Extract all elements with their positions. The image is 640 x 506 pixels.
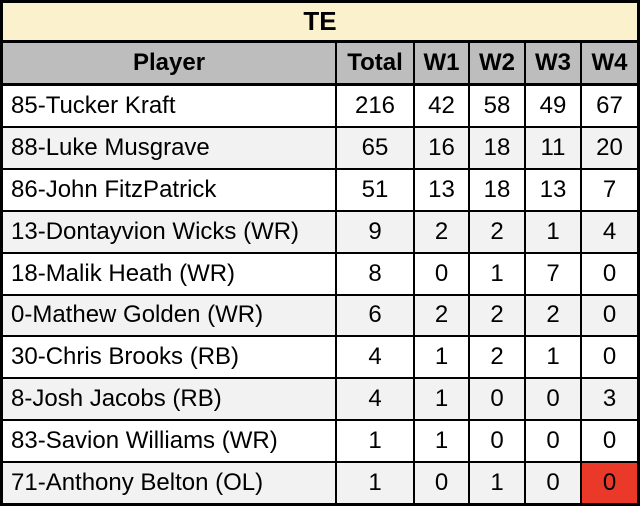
w2-cell: 0 bbox=[468, 421, 524, 462]
w3-cell: 1 bbox=[524, 337, 580, 378]
column-header-w2: W2 bbox=[468, 43, 524, 83]
w1-cell: 0 bbox=[413, 463, 468, 503]
table-row: 83-Savion Williams (WR) 1 1 0 0 0 bbox=[3, 421, 637, 464]
w3-cell: 49 bbox=[524, 86, 580, 126]
w4-cell: 0 bbox=[580, 253, 637, 294]
table-row: 0-Mathew Golden (WR) 6 2 2 2 0 bbox=[3, 295, 637, 338]
total-cell: 216 bbox=[335, 86, 413, 126]
player-name-cell: 86-John FitzPatrick bbox=[11, 175, 217, 203]
w2-cell: 1 bbox=[468, 463, 524, 503]
w1-cell: 1 bbox=[413, 379, 468, 420]
player-name-cell: 71-Anthony Belton (OL) bbox=[11, 469, 264, 497]
total-cell: 65 bbox=[335, 127, 413, 168]
table-row: 13-Dontayvion Wicks (WR) 9 2 2 1 4 bbox=[3, 211, 637, 254]
column-header-total: Total bbox=[335, 43, 413, 83]
w3-cell: 1 bbox=[524, 211, 580, 252]
w3-cell: 13 bbox=[524, 169, 580, 210]
header-row: Player Total W1 W2 W3 W4 bbox=[3, 43, 637, 86]
table-row: 8-Josh Jacobs (RB) 4 1 0 0 3 bbox=[3, 379, 637, 422]
total-cell: 1 bbox=[335, 421, 413, 462]
w4-cell: 3 bbox=[580, 379, 637, 420]
total-cell: 51 bbox=[335, 169, 413, 210]
w2-cell: 0 bbox=[468, 379, 524, 420]
table-title: TE bbox=[3, 3, 637, 43]
total-cell: 4 bbox=[335, 337, 413, 378]
w3-cell: 0 bbox=[524, 463, 580, 503]
w2-cell: 2 bbox=[468, 211, 524, 252]
w4-cell: 4 bbox=[580, 211, 637, 252]
w1-cell: 42 bbox=[413, 86, 468, 126]
w2-cell: 2 bbox=[468, 295, 524, 336]
w1-cell: 13 bbox=[413, 169, 468, 210]
player-name-cell: 85-Tucker Kraft bbox=[11, 91, 176, 119]
w1-cell: 1 bbox=[413, 337, 468, 378]
table-row: 85-Tucker Kraft 216 42 58 49 67 bbox=[3, 86, 637, 128]
w1-cell: 16 bbox=[413, 127, 468, 168]
w1-cell: 0 bbox=[413, 253, 468, 294]
total-cell: 4 bbox=[335, 379, 413, 420]
w2-cell: 2 bbox=[468, 337, 524, 378]
table-row: 71-Anthony Belton (OL) 1 0 1 0 0 bbox=[3, 463, 637, 503]
table-row: 86-John FitzPatrick 51 13 18 13 7 bbox=[3, 169, 637, 212]
w4-cell: 20 bbox=[580, 127, 637, 168]
w1-cell: 1 bbox=[413, 421, 468, 462]
total-cell: 6 bbox=[335, 295, 413, 336]
column-header-player: Player bbox=[132, 49, 206, 76]
w4-cell: 0 bbox=[580, 421, 637, 462]
table-row: 30-Chris Brooks (RB) 4 1 2 1 0 bbox=[3, 337, 637, 380]
w3-cell: 11 bbox=[524, 127, 580, 168]
w3-cell: 0 bbox=[524, 379, 580, 420]
total-cell: 8 bbox=[335, 253, 413, 294]
column-header-w4: W4 bbox=[580, 43, 637, 83]
w1-cell: 2 bbox=[413, 211, 468, 252]
player-name-cell: 13-Dontayvion Wicks (WR) bbox=[11, 217, 300, 245]
w4-cell: 0 bbox=[580, 337, 637, 378]
w4-cell: 0 bbox=[580, 295, 637, 336]
w2-cell: 58 bbox=[468, 86, 524, 126]
column-header-w3: W3 bbox=[524, 43, 580, 83]
total-cell: 9 bbox=[335, 211, 413, 252]
w2-cell: 1 bbox=[468, 253, 524, 294]
w3-cell: 7 bbox=[524, 253, 580, 294]
player-name-cell: 0-Mathew Golden (WR) bbox=[11, 301, 264, 329]
player-name-cell: 83-Savion Williams (WR) bbox=[11, 427, 278, 455]
w2-cell: 18 bbox=[468, 169, 524, 210]
column-header-w1: W1 bbox=[413, 43, 468, 83]
table-row: 88-Luke Musgrave 65 16 18 11 20 bbox=[3, 127, 637, 170]
w4-cell: 67 bbox=[580, 86, 637, 126]
player-name-cell: 88-Luke Musgrave bbox=[11, 133, 210, 161]
player-name-cell: 18-Malik Heath (WR) bbox=[11, 259, 236, 287]
w4-cell: 7 bbox=[580, 169, 637, 210]
w3-cell: 0 bbox=[524, 421, 580, 462]
player-name-cell: 30-Chris Brooks (RB) bbox=[11, 343, 240, 371]
w2-cell: 18 bbox=[468, 127, 524, 168]
player-name-cell: 8-Josh Jacobs (RB) bbox=[11, 385, 222, 413]
w4-cell-highlighted: 0 bbox=[580, 463, 637, 503]
w3-cell: 2 bbox=[524, 295, 580, 336]
total-cell: 1 bbox=[335, 463, 413, 503]
table-row: 18-Malik Heath (WR) 8 0 1 7 0 bbox=[3, 253, 637, 296]
w1-cell: 2 bbox=[413, 295, 468, 336]
